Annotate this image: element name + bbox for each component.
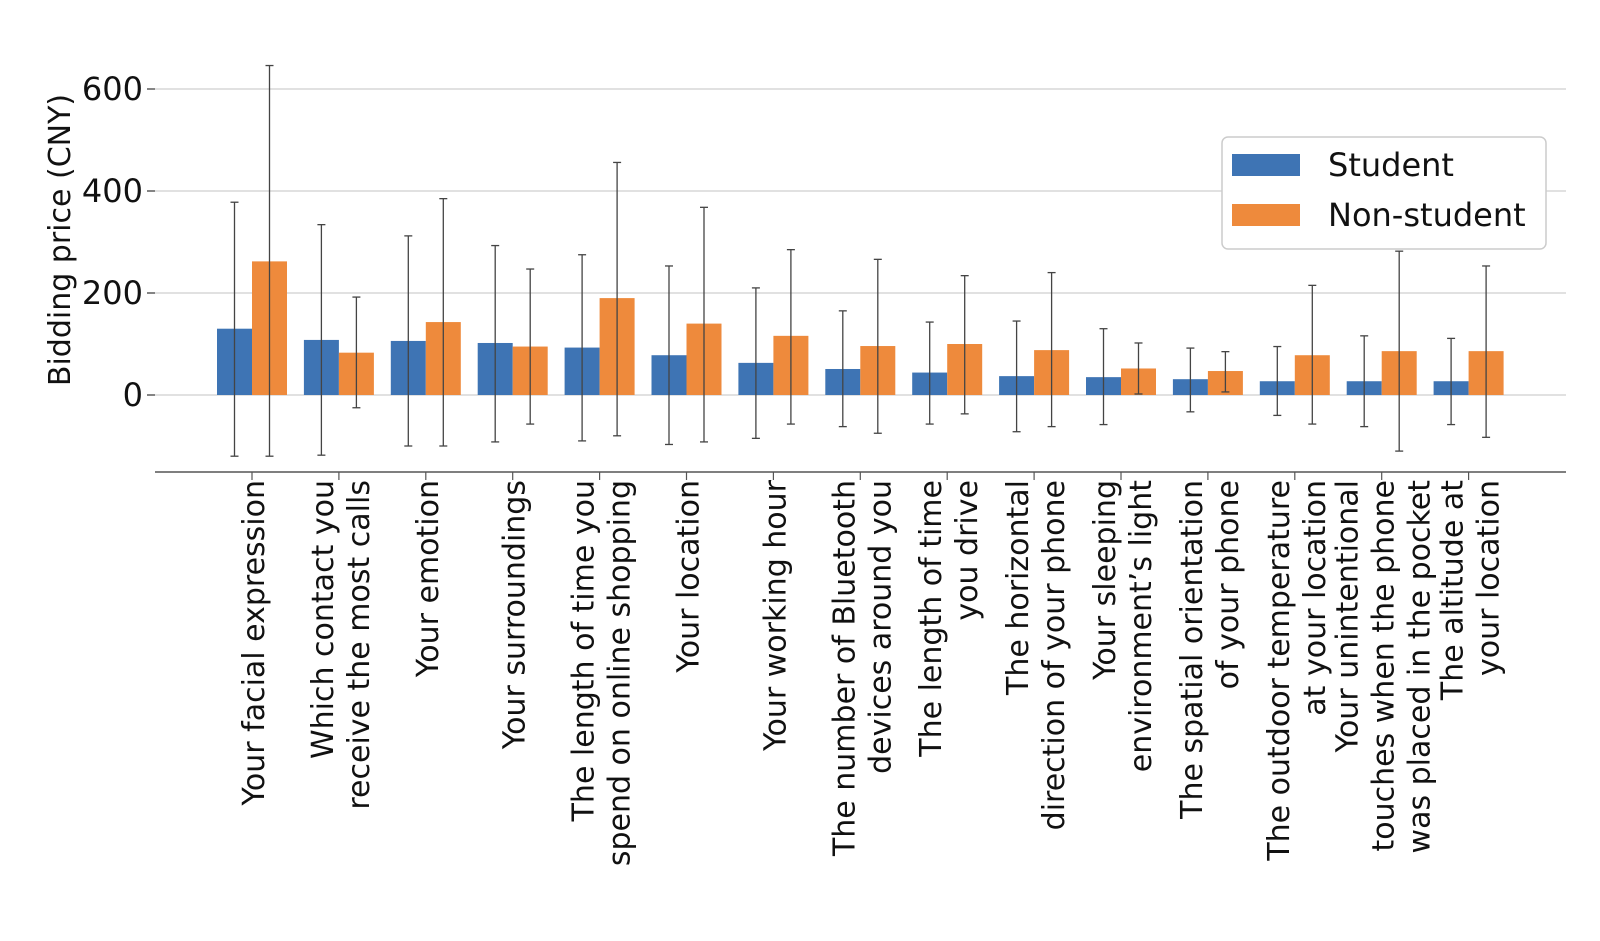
x-tick-label-line: was placed in the pocket [1403, 480, 1438, 854]
x-tick-label-line: The length of time you [567, 480, 602, 822]
x-tick-label-line: Which contact you [306, 480, 341, 759]
x-tick-label-line: Your facial expression [237, 480, 272, 806]
x-tick-label-line: The number of Bluetooth [827, 480, 862, 857]
x-tick-label: The spatial orientation of your phone [1175, 480, 1246, 820]
legend: Student Non-student [1221, 136, 1547, 250]
x-tick-label-line: The spatial orientation [1175, 480, 1210, 820]
x-tick-label: Which contact you receive the most calls [306, 480, 377, 810]
x-tick-label: The altitude at your location [1436, 480, 1507, 701]
x-tick-label-line: you drive [950, 480, 985, 621]
x-tick-label-line: The horizontal [1001, 480, 1036, 696]
x-tick-label-line: environment’s light [1124, 480, 1159, 772]
x-tick-label-line: touches when the phone [1367, 480, 1402, 851]
bars [217, 261, 1504, 395]
x-tick-label: Your unintentional touches when the phone… [1331, 480, 1438, 854]
x-tick-label: The number of Bluetooth devices around yo… [827, 480, 898, 857]
x-tick-label: Your sleeping environment’s light [1088, 480, 1159, 772]
x-tick-label-line: Your surroundings [498, 480, 533, 750]
legend-box [1221, 136, 1547, 250]
x-tick-label-line: Your emotion [411, 480, 446, 678]
x-tick-label: Your location [672, 480, 707, 674]
x-tick-label-line: your location [1472, 480, 1507, 676]
x-tick-label-line: The length of time [914, 480, 949, 758]
y-tick-label: 0 [123, 376, 143, 414]
legend-swatch-non-student [1232, 204, 1300, 226]
axes [155, 471, 1566, 480]
x-tick-label: The length of time you drive [914, 480, 985, 758]
legend-label-student: Student [1328, 146, 1454, 184]
x-tick-label-line: The outdoor temperature [1262, 480, 1297, 862]
y-tick-label: 600 [82, 70, 143, 108]
legend-swatch-student [1232, 154, 1300, 176]
x-tick-label-line: The altitude at [1436, 480, 1471, 701]
x-tick-label-line: of your phone [1211, 480, 1246, 689]
x-tick-label: Your surroundings [498, 480, 533, 750]
error-bars [230, 64, 1491, 457]
y-tick-label: 200 [82, 274, 143, 312]
x-tick-label-line: devices around you [863, 480, 898, 774]
x-tick-label-line: Your unintentional [1331, 480, 1366, 753]
x-tick-label-line: direction of your phone [1037, 480, 1072, 830]
x-tick-label-line: Your working hour [758, 479, 793, 751]
x-tick-label: The length of time you spend on online sh… [567, 480, 638, 866]
x-tick-label-line: at your location [1298, 480, 1333, 716]
x-tick-label: Your working hour [758, 479, 793, 751]
x-tick-label-line: Your location [672, 480, 707, 674]
x-tick-label-line: spend on online shopping [603, 480, 638, 866]
x-tick-label-line: receive the most calls [342, 480, 377, 810]
x-tick-label: The outdoor temperature at your location [1262, 480, 1333, 862]
x-tick-label-line: Your sleeping [1088, 480, 1123, 681]
x-tick-label: Your facial expression [237, 480, 272, 806]
x-tick-label: The horizontal direction of your phone [1001, 480, 1072, 830]
y-tick-label: 400 [82, 172, 143, 210]
legend-label-non-student: Non-student [1328, 196, 1526, 234]
x-tick-label: Your emotion [411, 480, 446, 678]
y-axis-label: Bidding price (CNY) [43, 94, 78, 386]
y-tick-labels: 0 200 400 600 [82, 70, 143, 414]
x-tick-labels: Your facial expression Which contact you r… [237, 479, 1507, 866]
